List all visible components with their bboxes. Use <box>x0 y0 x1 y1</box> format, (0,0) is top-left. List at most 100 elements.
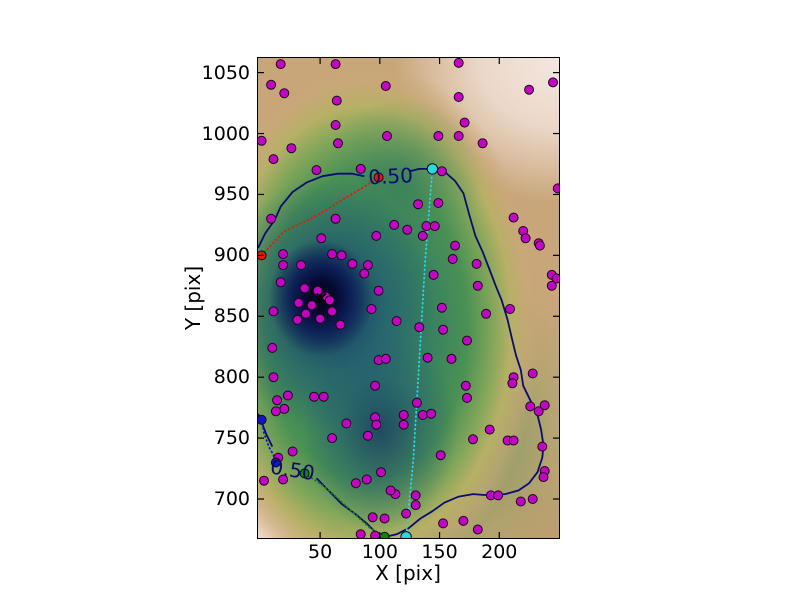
scatter-point <box>370 380 381 391</box>
scatter-point <box>279 88 290 99</box>
scatter-point <box>300 308 311 319</box>
y-tick-label: 1050 <box>201 61 250 84</box>
scatter-point <box>287 446 298 457</box>
x-tick-label: 100 <box>361 541 398 563</box>
scatter-point <box>402 224 413 235</box>
scatter-point <box>417 230 428 241</box>
scatter-point <box>275 277 286 288</box>
scatter-point <box>472 280 483 291</box>
scatter-point <box>410 500 421 511</box>
scatter-point <box>270 406 281 417</box>
scatter-point <box>371 230 382 241</box>
scatter-point <box>259 475 269 486</box>
scatter-point <box>286 143 297 154</box>
red-dot-end <box>373 172 384 183</box>
scatter-point <box>376 467 386 478</box>
scatter-point <box>330 213 341 224</box>
scatter-point <box>272 395 283 406</box>
scatter-point <box>362 430 373 441</box>
scatter-point <box>324 295 335 306</box>
scatter-point <box>552 183 559 194</box>
scatter-point <box>380 81 391 91</box>
scatter-point <box>453 58 464 68</box>
scatter-point <box>330 59 341 70</box>
scatter-point <box>459 117 470 128</box>
scatter-point <box>367 512 378 523</box>
scatter-point <box>414 322 425 333</box>
scatter-point <box>382 131 392 141</box>
scatter-point <box>411 397 422 408</box>
scatter-point <box>327 433 338 444</box>
x-axis-label: X [pix] <box>375 561 441 585</box>
scatter-point <box>410 490 421 501</box>
scatter-point <box>267 342 278 353</box>
y-tick-label: 900 <box>213 244 250 267</box>
scatter-point <box>533 406 544 417</box>
scatter-point <box>527 494 538 504</box>
scatter-point <box>293 297 304 308</box>
scatter-point <box>462 392 472 403</box>
blue-dot-start <box>258 414 267 425</box>
y-tick-label: 700 <box>213 488 250 510</box>
scatter-point <box>268 154 279 165</box>
scatter-point <box>534 240 545 251</box>
scatter-point <box>508 212 519 223</box>
y-tick-label: 800 <box>213 366 250 389</box>
density-heatmap <box>258 58 559 538</box>
scatter-point <box>436 166 447 177</box>
scatter-point <box>316 233 327 244</box>
scatter-point <box>350 478 361 489</box>
scatter-point <box>458 515 469 526</box>
scatter-point <box>268 306 279 317</box>
scatter-point <box>296 260 306 271</box>
scatter-point <box>417 410 428 420</box>
scatter-point <box>537 441 548 452</box>
scatter-point <box>335 319 346 330</box>
green-dot-start <box>299 468 310 479</box>
scatter-point <box>398 410 409 420</box>
scatter-point <box>515 496 526 507</box>
scatter-point <box>435 450 446 461</box>
scatter-point <box>336 250 347 261</box>
green-dot-end <box>379 531 390 538</box>
red-path <box>260 176 380 257</box>
scatter-point <box>371 419 382 430</box>
cyan-dot-end <box>400 531 412 538</box>
contour-label: 0.50 <box>269 454 317 485</box>
scatter-point <box>524 84 535 95</box>
scatter-point <box>438 324 449 335</box>
scatter-point <box>460 380 471 391</box>
contour-label: 0.50 <box>368 163 414 189</box>
scatter-point <box>373 285 384 296</box>
scatter-point <box>266 79 277 90</box>
scatter-point <box>429 221 440 232</box>
scatter-point <box>327 249 338 260</box>
scatter-point <box>426 408 437 419</box>
scatter-point <box>370 530 381 538</box>
scatter-point <box>401 508 412 519</box>
contour-line <box>258 172 365 249</box>
scatter-point <box>327 306 338 317</box>
scatter-point <box>341 418 352 429</box>
scatter-point <box>391 316 402 327</box>
y-tick-label: 950 <box>213 183 250 206</box>
scatter-point <box>433 131 444 141</box>
scatter-point <box>275 59 286 70</box>
scatter-point <box>421 221 432 232</box>
blue-dot-end <box>270 457 281 468</box>
y-tick-label: 750 <box>213 427 250 450</box>
scatter-point <box>362 260 373 271</box>
scatter-point <box>306 300 317 311</box>
scatter-point <box>268 372 279 383</box>
scatter-point <box>507 378 518 389</box>
scatter-point <box>333 138 343 149</box>
plot-overlay: 0.50 0.50 <box>258 58 559 538</box>
scatter-point <box>266 213 277 224</box>
scatter-point <box>366 304 377 314</box>
scatter-point <box>299 283 310 294</box>
scatter-point <box>520 233 531 244</box>
scatter-point <box>446 353 457 364</box>
scatter-point <box>493 490 504 501</box>
y-tick-label: 850 <box>213 305 250 328</box>
